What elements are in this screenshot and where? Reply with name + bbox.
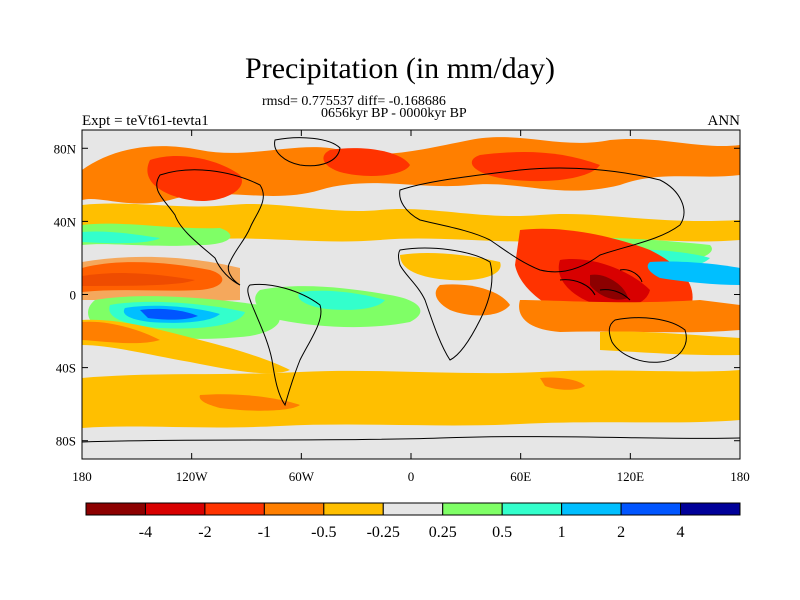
field-southern-ocean-orange [199,394,300,411]
x-tick-label: 180 [730,469,750,484]
field-north-high-lat [82,137,740,204]
colorbar-swatch [442,502,503,516]
colorbar-swatch [323,502,384,516]
x-tick-label: 120E [617,469,645,484]
colorbar-swatch [501,502,563,516]
x-axis: 180 120W 60W 0 60E 120E 180 [72,130,750,484]
anomaly-fields [82,137,740,428]
colorbar-swatch [680,502,741,516]
coastlines [82,137,740,443]
x-tick-label: 60E [510,469,531,484]
field-westpac-blue [647,261,740,285]
coast-maritime-islands [559,269,643,301]
colorbar-label: -4 [139,524,152,541]
field-africa-orange [435,284,510,316]
colorbar-swatch [204,502,265,516]
colorbar-swatch [85,502,146,516]
field-south-subtropic-orange [82,321,160,344]
colorbar-label: 4 [677,524,685,541]
field-southern-ocean-yellow [82,370,740,428]
colorbar-label: 2 [617,524,625,541]
field-siberia-red [471,152,600,182]
coast-australia [608,317,687,363]
coast-eurasia [399,167,685,273]
coast-north-america [156,169,264,286]
x-tick-label: 0 [408,469,415,484]
coast-greenland [274,137,341,167]
field-itcz-orange [82,256,240,301]
field-south-pacific-blue [140,308,198,320]
coast-antarctica [82,436,740,443]
field-north-america-red [147,155,242,201]
y-axis: 80N 40N 0 40S 80S [54,141,740,449]
colorbar-label: -1 [258,524,271,541]
y-tick-label: 80S [56,434,76,449]
colorbar-label: 1 [558,524,566,541]
y-tick-label: 80N [54,141,77,156]
experiment-label: Expt = teVt61-tevta1 [82,113,209,129]
colorbar-label: -0.25 [367,524,400,541]
stats-line: rmsd= 0.775537 diff= -0.168686 [262,94,446,109]
colorbar-swatch [144,502,206,516]
colorbar-label: 0.5 [492,524,512,541]
colorbar-label: -2 [198,524,211,541]
coast-africa [398,247,493,361]
field-maritime-maroon [590,274,628,300]
field-indian-orange [519,300,740,333]
field-pacific-cyan [82,231,160,244]
x-tick-label: 120W [176,469,209,484]
colorbar-label: 0.25 [429,524,457,541]
colorbar-swatch [620,502,682,516]
season-label: ANN [707,113,741,129]
field-north-atlantic-red [323,148,410,176]
colorbar-label: -0.5 [311,524,336,541]
y-tick-label: 0 [70,288,77,303]
y-tick-label: 40N [54,214,77,229]
colorbar-swatch [561,502,622,516]
period-line: 0656kyr BP - 0000kyr BP [321,106,467,121]
field-africa-yellow [400,252,501,281]
colorbar-swatch [263,502,325,516]
plot-title: Precipitation (in mm/day) [245,52,555,85]
colorbar: -4 -2 -1 -0.5 -0.25 0.25 0.5 1 2 4 [85,502,741,541]
x-tick-label: 60W [289,469,315,484]
x-tick-label: 180 [72,469,92,484]
field-australia-yellow [600,331,740,356]
y-tick-label: 40S [56,361,76,376]
coast-south-america [247,283,322,407]
field-southern-ocean-orange-2 [540,377,585,390]
colorbar-swatch [382,502,444,516]
